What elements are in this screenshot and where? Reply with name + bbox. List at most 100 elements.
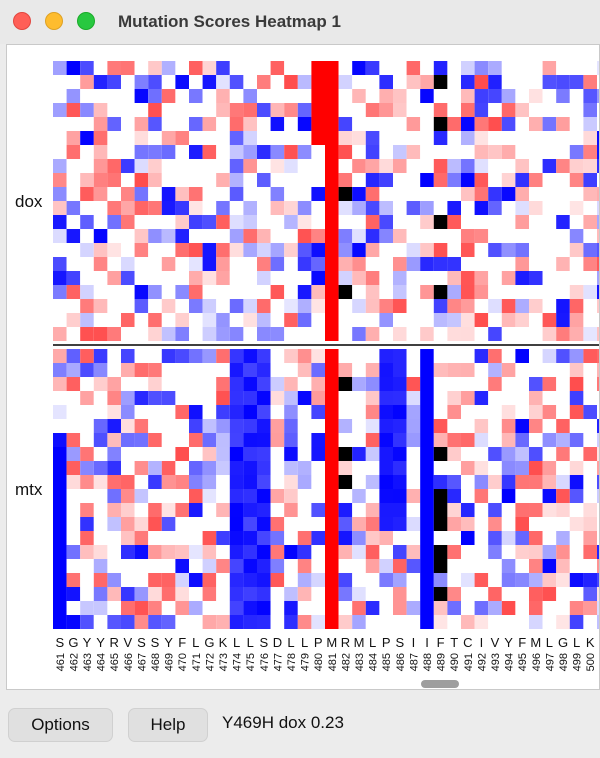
heatmap-cell[interactable] bbox=[243, 601, 257, 615]
heatmap-cell[interactable] bbox=[501, 601, 516, 615]
heatmap-cell[interactable] bbox=[270, 545, 285, 559]
heatmap-cell[interactable] bbox=[53, 545, 67, 559]
heatmap-cell[interactable] bbox=[406, 313, 421, 327]
heatmap-cell[interactable] bbox=[270, 559, 285, 573]
heatmap-cell[interactable] bbox=[148, 243, 162, 257]
heatmap-cell[interactable] bbox=[461, 229, 475, 243]
heatmap-cell[interactable] bbox=[529, 349, 543, 363]
heatmap-cell[interactable] bbox=[379, 363, 393, 377]
heatmap-cell[interactable] bbox=[406, 89, 421, 103]
heatmap-cell[interactable] bbox=[66, 229, 81, 243]
heatmap-cell[interactable] bbox=[161, 103, 176, 117]
heatmap-cell[interactable] bbox=[325, 243, 339, 257]
heatmap-cell[interactable] bbox=[80, 573, 94, 587]
heatmap-cell[interactable] bbox=[175, 145, 189, 159]
heatmap-cell[interactable] bbox=[474, 391, 489, 405]
heatmap-cell[interactable] bbox=[325, 433, 339, 447]
heatmap-cell[interactable] bbox=[515, 201, 529, 215]
heatmap-cell[interactable] bbox=[216, 545, 230, 559]
heatmap-cell[interactable] bbox=[216, 433, 230, 447]
heatmap-cell[interactable] bbox=[107, 461, 121, 475]
heatmap-cell[interactable] bbox=[542, 201, 557, 215]
heatmap-cell[interactable] bbox=[433, 587, 448, 601]
heatmap-cell[interactable] bbox=[297, 531, 312, 545]
heatmap-cell[interactable] bbox=[93, 461, 108, 475]
heatmap-cell[interactable] bbox=[488, 433, 502, 447]
heatmap-cell[interactable] bbox=[121, 419, 135, 433]
heatmap-cell[interactable] bbox=[420, 545, 434, 559]
heatmap-cell[interactable] bbox=[297, 131, 312, 145]
heatmap-cell[interactable] bbox=[148, 313, 162, 327]
heatmap-cell[interactable] bbox=[93, 587, 108, 601]
heatmap-cell[interactable] bbox=[257, 531, 271, 545]
heatmap-cell[interactable] bbox=[175, 531, 189, 545]
heatmap-cell[interactable] bbox=[216, 587, 230, 601]
heatmap-cell[interactable] bbox=[352, 215, 366, 229]
heatmap-cell[interactable] bbox=[352, 103, 366, 117]
heatmap-cell[interactable] bbox=[148, 271, 162, 285]
heatmap-cell[interactable] bbox=[134, 517, 149, 531]
heatmap-cell[interactable] bbox=[338, 299, 353, 313]
heatmap-cell[interactable] bbox=[311, 159, 325, 173]
heatmap-cell[interactable] bbox=[352, 349, 366, 363]
heatmap-cell[interactable] bbox=[433, 377, 448, 391]
heatmap-cell[interactable] bbox=[161, 257, 176, 271]
heatmap-cell[interactable] bbox=[297, 363, 312, 377]
heatmap-cell[interactable] bbox=[352, 257, 366, 271]
heatmap-cell[interactable] bbox=[406, 159, 421, 173]
heatmap-cell[interactable] bbox=[501, 587, 516, 601]
heatmap-cell[interactable] bbox=[461, 75, 475, 89]
heatmap-cell[interactable] bbox=[474, 117, 489, 131]
heatmap-cell[interactable] bbox=[406, 601, 421, 615]
heatmap-cell[interactable] bbox=[542, 313, 557, 327]
heatmap-cell[interactable] bbox=[597, 461, 600, 475]
heatmap-cell[interactable] bbox=[53, 159, 67, 173]
heatmap-cell[interactable] bbox=[311, 601, 325, 615]
heatmap-cell[interactable] bbox=[542, 391, 557, 405]
heatmap-cell[interactable] bbox=[352, 89, 366, 103]
heatmap-cell[interactable] bbox=[325, 187, 339, 201]
heatmap-cell[interactable] bbox=[365, 173, 380, 187]
heatmap-cell[interactable] bbox=[202, 103, 217, 117]
heatmap-cell[interactable] bbox=[270, 531, 285, 545]
heatmap-cell[interactable] bbox=[80, 447, 94, 461]
heatmap-cell[interactable] bbox=[597, 587, 600, 601]
heatmap-cell[interactable] bbox=[80, 601, 94, 615]
heatmap-cell[interactable] bbox=[447, 229, 461, 243]
heatmap-cell[interactable] bbox=[393, 117, 407, 131]
heatmap-cell[interactable] bbox=[66, 601, 81, 615]
heatmap-cell[interactable] bbox=[229, 503, 244, 517]
heatmap-cell[interactable] bbox=[542, 447, 557, 461]
heatmap-cell[interactable] bbox=[447, 461, 461, 475]
heatmap-cell[interactable] bbox=[257, 377, 271, 391]
heatmap-cell[interactable] bbox=[515, 103, 529, 117]
heatmap-cell[interactable] bbox=[420, 531, 434, 545]
heatmap-cell[interactable] bbox=[121, 201, 135, 215]
heatmap-cell[interactable] bbox=[474, 145, 489, 159]
heatmap-cell[interactable] bbox=[406, 545, 421, 559]
heatmap-cell[interactable] bbox=[583, 215, 597, 229]
heatmap-cell[interactable] bbox=[393, 145, 407, 159]
heatmap-cell[interactable] bbox=[325, 559, 339, 573]
heatmap-cell[interactable] bbox=[216, 327, 230, 341]
heatmap-cell[interactable] bbox=[393, 461, 407, 475]
heatmap-cell[interactable] bbox=[556, 405, 570, 419]
heatmap-cell[interactable] bbox=[352, 573, 366, 587]
heatmap-cell[interactable] bbox=[420, 215, 434, 229]
heatmap-cell[interactable] bbox=[121, 531, 135, 545]
heatmap-cell[interactable] bbox=[365, 187, 380, 201]
heatmap-cell[interactable] bbox=[175, 89, 189, 103]
heatmap-cell[interactable] bbox=[488, 503, 502, 517]
heatmap-cell[interactable] bbox=[447, 313, 461, 327]
heatmap-cell[interactable] bbox=[297, 559, 312, 573]
heatmap-cell[interactable] bbox=[243, 173, 257, 187]
heatmap-cell[interactable] bbox=[433, 187, 448, 201]
heatmap-cell[interactable] bbox=[66, 103, 81, 117]
heatmap-cell[interactable] bbox=[433, 601, 448, 615]
heatmap-cell[interactable] bbox=[542, 461, 557, 475]
heatmap-cell[interactable] bbox=[501, 517, 516, 531]
heatmap-cell[interactable] bbox=[433, 391, 448, 405]
heatmap-cell[interactable] bbox=[161, 475, 176, 489]
heatmap-cell[interactable] bbox=[393, 559, 407, 573]
heatmap-cell[interactable] bbox=[393, 615, 407, 629]
